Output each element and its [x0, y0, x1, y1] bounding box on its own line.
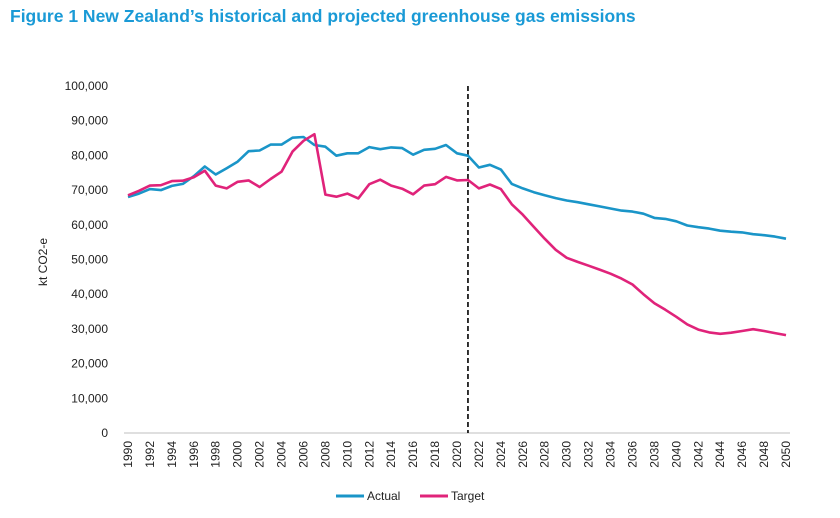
x-tick-label: 2012: [362, 441, 376, 468]
x-tick-label: 2050: [779, 441, 793, 468]
x-tick-label: 2048: [757, 441, 771, 468]
x-tick-label: 1990: [121, 441, 135, 468]
series-line-target: [127, 132, 787, 337]
x-tick-label: 2006: [296, 441, 310, 468]
y-tick-label: 90,000: [71, 114, 108, 128]
x-tick-label: 2036: [625, 441, 639, 468]
x-tick-label: 2022: [472, 441, 486, 468]
y-tick-label: 40,000: [71, 287, 108, 301]
x-tick-label: 2020: [450, 441, 464, 468]
series-layer: [127, 132, 787, 337]
x-tick-label: 2032: [582, 441, 596, 468]
x-axis-tick-labels: 1990 1992 1994 1996 1998 2000 2002 2004 2006 2008…: [121, 441, 793, 468]
series-line-actual: [127, 135, 787, 240]
x-tick-label: 1996: [187, 441, 201, 468]
x-tick-label: 2030: [560, 441, 574, 468]
legend-label-target: Target: [451, 489, 485, 503]
x-tick-label: 2010: [340, 441, 354, 468]
legend-label-actual: Actual: [367, 489, 400, 503]
y-axis-label: kt CO2-e: [36, 238, 50, 286]
x-tick-label: 1994: [165, 441, 179, 468]
x-tick-label: 2034: [604, 441, 618, 468]
y-tick-label: 30,000: [71, 322, 108, 336]
x-tick-label: 2040: [669, 441, 683, 468]
x-tick-label: 1998: [209, 441, 223, 468]
x-tick-label: 2018: [428, 441, 442, 468]
y-tick-label: 80,000: [71, 148, 108, 162]
x-tick-label: 2046: [735, 441, 749, 468]
x-tick-label: 2026: [516, 441, 530, 468]
y-tick-label: 10,000: [71, 391, 108, 405]
x-tick-label: 2042: [691, 441, 705, 468]
y-axis-tick-labels: 0 10,000 20,000 30,000 40,000 50,000 60,000 70,…: [65, 79, 109, 440]
y-tick-label: 50,000: [71, 253, 108, 267]
y-tick-label: 100,000: [65, 79, 109, 93]
x-tick-label: 2014: [384, 441, 398, 468]
y-tick-label: 20,000: [71, 357, 108, 371]
x-tick-label: 2004: [275, 441, 289, 468]
y-tick-label: 60,000: [71, 218, 108, 232]
x-tick-label: 2002: [253, 441, 267, 468]
y-tick-label: 70,000: [71, 183, 108, 197]
legend: Actual Target: [336, 489, 485, 503]
x-tick-label: 2024: [494, 441, 508, 468]
x-tick-label: 2000: [231, 441, 245, 468]
x-tick-label: 2028: [538, 441, 552, 468]
x-tick-label: 2038: [647, 441, 661, 468]
y-tick-label: 0: [101, 426, 108, 440]
x-tick-label: 2008: [318, 441, 332, 468]
x-tick-label: 2016: [406, 441, 420, 468]
x-tick-label: 2044: [713, 441, 727, 468]
chart-title: Figure 1 New Zealand’s historical and pr…: [10, 6, 636, 26]
x-tick-label: 1992: [143, 441, 157, 468]
